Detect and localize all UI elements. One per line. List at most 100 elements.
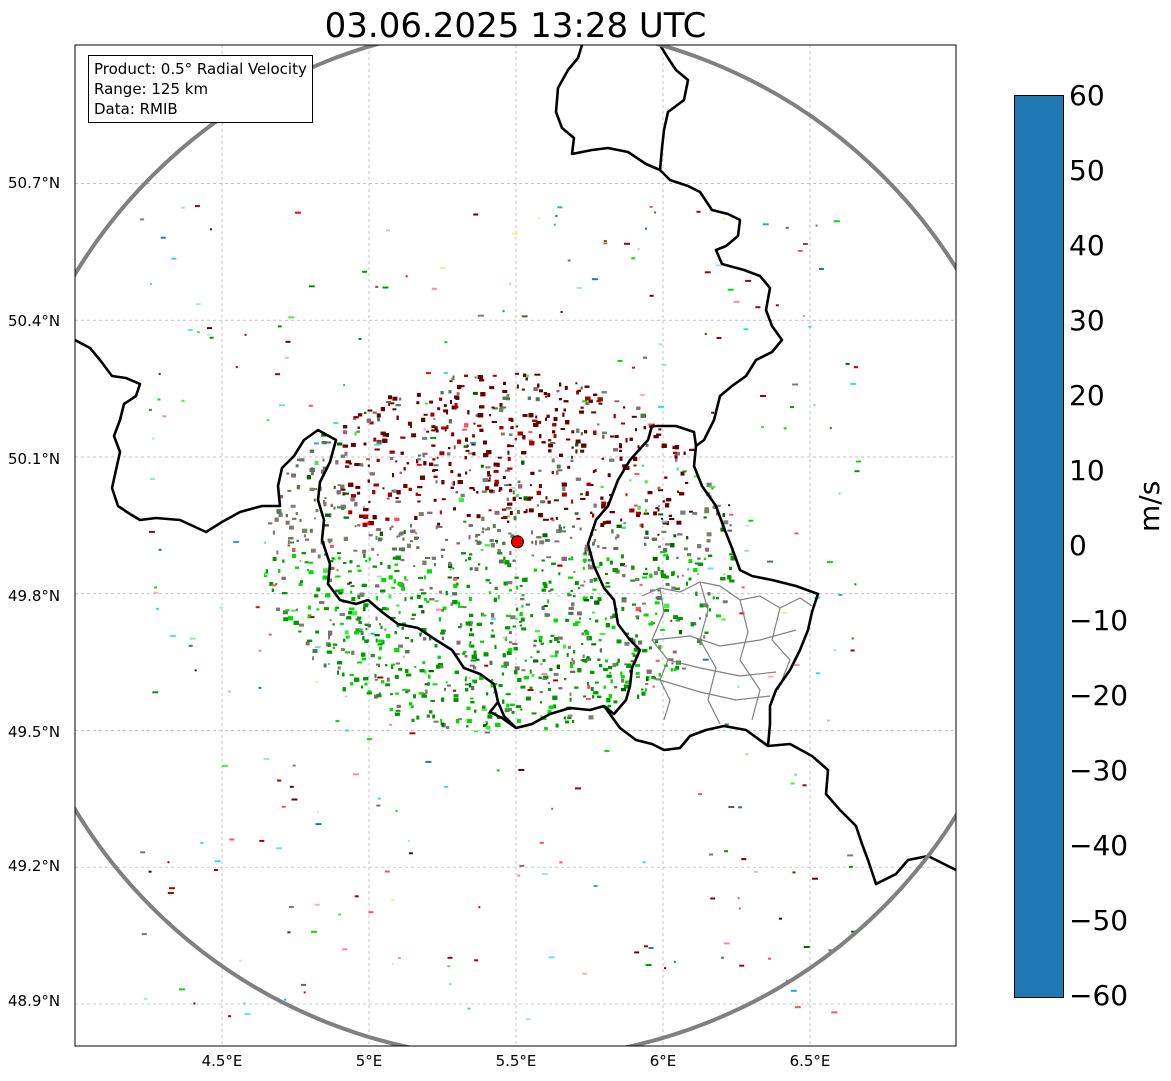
echo-cell (456, 491, 458, 493)
echo-cell (504, 484, 509, 486)
echo-cell (588, 565, 593, 569)
echo-cell (346, 617, 351, 619)
echo-cell (378, 657, 381, 660)
echo-cell (336, 720, 340, 722)
echo-cell (297, 485, 300, 489)
echo-cell (361, 653, 365, 657)
echo-cell (454, 445, 456, 449)
echo-cell (316, 681, 319, 683)
echo-cell (422, 437, 427, 440)
echo-cell (314, 594, 318, 597)
echo-cell (520, 709, 522, 711)
echo-cell (798, 250, 803, 252)
echo-cell (472, 655, 477, 659)
echo-cell (323, 459, 325, 462)
echo-cell (481, 517, 484, 521)
echo-cell (711, 412, 714, 414)
echo-cell (495, 480, 499, 484)
echo-cell (473, 214, 478, 216)
echo-cell (650, 206, 653, 208)
echo-cell (390, 693, 393, 695)
echo-cell (570, 693, 572, 696)
echo-cell (555, 651, 559, 654)
echo-cell (614, 686, 617, 688)
echo-cell (494, 470, 499, 473)
echo-cell (378, 643, 383, 645)
echo-cell (458, 474, 461, 477)
echo-cell (448, 577, 452, 579)
echo-cell (351, 497, 355, 501)
echo-cell (645, 228, 647, 230)
echo-cell (394, 570, 399, 572)
echo-cell (391, 587, 395, 589)
echo-cell (561, 530, 566, 532)
echo-cell (562, 413, 564, 417)
echo-cell (384, 629, 386, 631)
echo-cell (351, 443, 356, 447)
echo-cell (229, 839, 234, 841)
echo-cell (426, 431, 429, 433)
echo-cell (317, 811, 319, 813)
echo-cell (383, 487, 385, 489)
echo-cell (425, 670, 427, 674)
echo-cell (552, 459, 555, 463)
echo-cell (571, 430, 574, 433)
echo-cell (577, 611, 582, 615)
echo-cell (450, 595, 453, 597)
echo-cell (613, 568, 618, 572)
echo-cell (343, 492, 345, 495)
echo-cell (578, 390, 581, 392)
radar-map[interactable] (0, 0, 1171, 1081)
echo-cell (316, 823, 322, 825)
echo-cell (394, 518, 399, 521)
echo-cell (429, 463, 433, 466)
echo-cell (692, 512, 697, 515)
echo-cell (517, 875, 520, 877)
echo-cell (554, 673, 559, 676)
echo-cell (599, 639, 602, 641)
echo-cell (450, 568, 452, 570)
echo-cell (544, 584, 548, 588)
echo-cell (521, 451, 526, 454)
echo-cell (528, 397, 531, 400)
echo-cell (140, 851, 145, 853)
echo-cell (429, 710, 432, 713)
echo-cell (636, 407, 640, 410)
echo-cell (575, 449, 577, 453)
echo-cell (448, 562, 451, 566)
echo-cell (340, 613, 345, 616)
echo-cell (316, 509, 319, 512)
echo-cell (412, 614, 416, 616)
echo-cell (506, 693, 511, 695)
echo-cell (565, 386, 568, 390)
echo-cell (300, 519, 302, 522)
echo-cell (324, 502, 327, 506)
echo-cell (590, 512, 592, 514)
echo-cell (150, 478, 155, 480)
echo-cell (622, 527, 626, 529)
echo-cell (444, 372, 448, 374)
echo-cell (324, 607, 329, 610)
echo-cell (429, 401, 433, 404)
echo-cell (288, 540, 290, 544)
echo-cell (530, 687, 533, 689)
echo-cell (549, 706, 554, 709)
echo-cell (522, 578, 527, 582)
echo-cell (300, 580, 303, 583)
echo-cell (576, 478, 581, 481)
echo-cell (812, 878, 818, 880)
echo-cell (522, 594, 525, 596)
echo-cell (341, 489, 346, 491)
echo-cell (427, 715, 430, 718)
echo-cell (760, 395, 766, 397)
echo-cell (486, 692, 488, 695)
echo-cell (469, 614, 473, 617)
echo-cell (233, 541, 239, 543)
echo-cell (639, 610, 641, 612)
lon-tick-label: 6°E (633, 1052, 693, 1070)
echo-cell (492, 407, 495, 409)
echo-cell (723, 218, 725, 220)
echo-cell (444, 688, 446, 691)
echo-cell (396, 497, 399, 499)
echo-cell (707, 539, 711, 542)
